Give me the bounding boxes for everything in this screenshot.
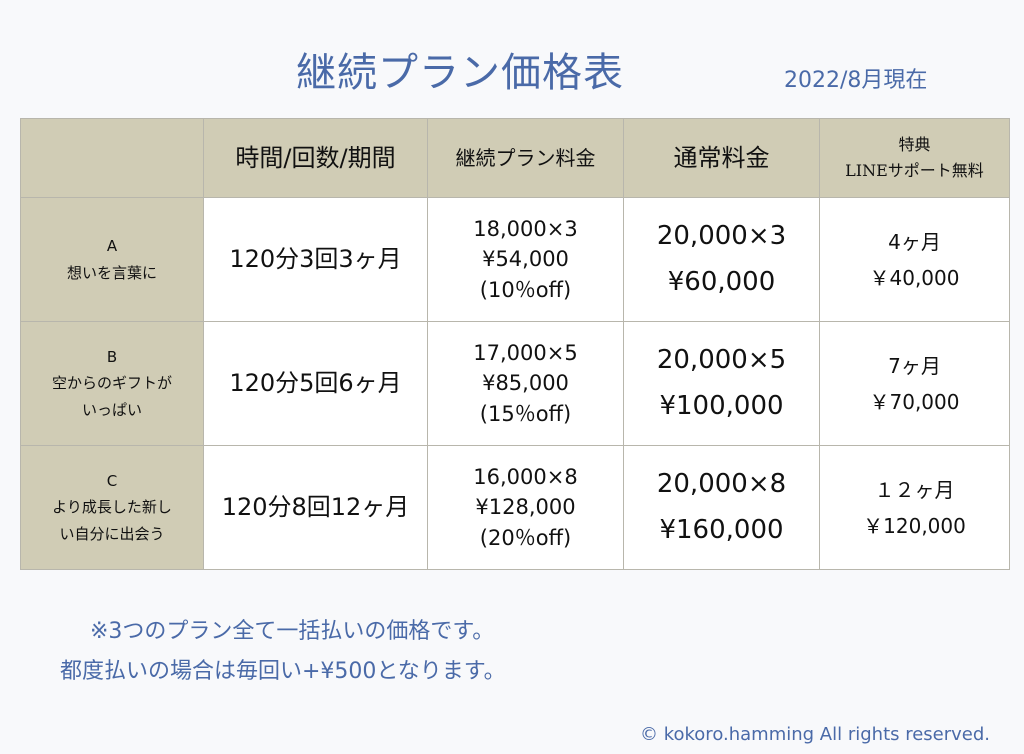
plan-name: 想いを言葉に — [66, 263, 157, 282]
continuous-discount: (20％off) — [479, 525, 572, 550]
table-row: B 空からのギフトが いっぱい 120分5回6ヶ月 17,000×5 ¥85,0… — [20, 321, 1010, 446]
plan-letter: B — [106, 348, 118, 367]
bonus-cell: 4ヶ月 ￥40,000 — [819, 197, 1010, 322]
bonus-cell: 7ヶ月 ￥70,000 — [819, 321, 1010, 446]
bonus-duration: 7ヶ月 — [888, 353, 941, 378]
continuous-price-cell: 16,000×8 ¥128,000 (20％off) — [427, 445, 624, 570]
plan-label: A 想いを言葉に — [20, 197, 204, 322]
plan-label: C より成長した新し い自分に出会う — [20, 445, 204, 570]
continuous-total: ¥54,000 — [482, 247, 569, 272]
table-row: C より成長した新し い自分に出会う 120分8回12ヶ月 16,000×8 ¥… — [20, 445, 1010, 570]
bonus-duration: １２ヶ月 — [874, 477, 955, 502]
continuous-price-cell: 18,000×3 ¥54,000 (10％off) — [427, 197, 624, 322]
continuous-total: ¥85,000 — [482, 371, 569, 396]
copyright: © kokoro.hamming All rights reserved. — [640, 724, 991, 745]
normal-calc: 20,000×8 — [656, 469, 787, 499]
plan-name: い自分に出会う — [59, 524, 165, 543]
continuous-calc: 17,000×5 — [473, 340, 578, 365]
normal-price-cell: 20,000×3 ¥60,000 — [623, 197, 820, 322]
plan-name: より成長した新し — [52, 498, 172, 517]
continuous-calc: 18,000×3 — [473, 216, 578, 241]
header-bonus-line2: LINEサポート無料 — [845, 161, 984, 180]
normal-price-cell: 20,000×5 ¥100,000 — [623, 321, 820, 446]
continuous-calc: 16,000×8 — [473, 464, 578, 489]
header-bonus-line1: 特典 — [898, 135, 931, 155]
date-label: 2022/8月現在 — [784, 68, 928, 93]
plan-name: 空からのギフトが — [51, 374, 172, 393]
notes: ※3つのプラン全て一括払いの価格です。 都度払いの場合は毎回い+¥500となりま… — [60, 612, 506, 692]
note-line-2: 都度払いの場合は毎回い+¥500となります。 — [60, 659, 506, 684]
normal-total: ¥160,000 — [659, 514, 784, 545]
plan-name: いっぱい — [81, 400, 142, 419]
table-row: A 想いを言葉に 120分3回3ヶ月 18,000×3 ¥54,000 (10％… — [20, 197, 1010, 322]
page-title: 継続プラン価格表 — [296, 50, 624, 96]
period-cell: 120分8回12ヶ月 — [203, 445, 428, 570]
continuous-total: ¥128,000 — [475, 495, 576, 520]
normal-calc: 20,000×5 — [656, 345, 787, 375]
header-period: 時間/回数/期間 — [203, 118, 428, 198]
normal-total: ¥60,000 — [667, 266, 776, 297]
header-continuous-price: 継続プラン料金 — [427, 118, 624, 198]
bonus-value: ￥40,000 — [869, 265, 960, 290]
bonus-cell: １２ヶ月 ￥120,000 — [819, 445, 1010, 570]
header-normal-price: 通常料金 — [623, 118, 820, 198]
normal-calc: 20,000×3 — [656, 221, 787, 251]
continuous-discount: (10％off) — [479, 277, 572, 302]
period-cell: 120分5回6ヶ月 — [203, 321, 428, 446]
note-line-1: ※3つのプラン全て一括払いの価格です。 — [90, 619, 495, 644]
plan-label: B 空からのギフトが いっぱい — [20, 321, 204, 446]
price-table: 時間/回数/期間 継続プラン料金 通常料金 特典 LINEサポート無料 A 想い… — [20, 118, 1010, 570]
period-cell: 120分3回3ヶ月 — [203, 197, 428, 322]
normal-price-cell: 20,000×8 ¥160,000 — [623, 445, 820, 570]
continuous-price-cell: 17,000×5 ¥85,000 (15％off) — [427, 321, 624, 446]
normal-total: ¥100,000 — [659, 390, 784, 421]
header-plan — [20, 118, 204, 198]
header-bonus: 特典 LINEサポート無料 — [819, 118, 1010, 198]
plan-letter: C — [106, 472, 118, 491]
bonus-value: ￥120,000 — [863, 513, 966, 538]
bonus-duration: 4ヶ月 — [888, 229, 941, 254]
bonus-value: ￥70,000 — [869, 389, 960, 414]
continuous-discount: (15％off) — [479, 401, 572, 426]
plan-letter: A — [106, 237, 118, 256]
header-row: 時間/回数/期間 継続プラン料金 通常料金 特典 LINEサポート無料 — [20, 118, 1010, 198]
